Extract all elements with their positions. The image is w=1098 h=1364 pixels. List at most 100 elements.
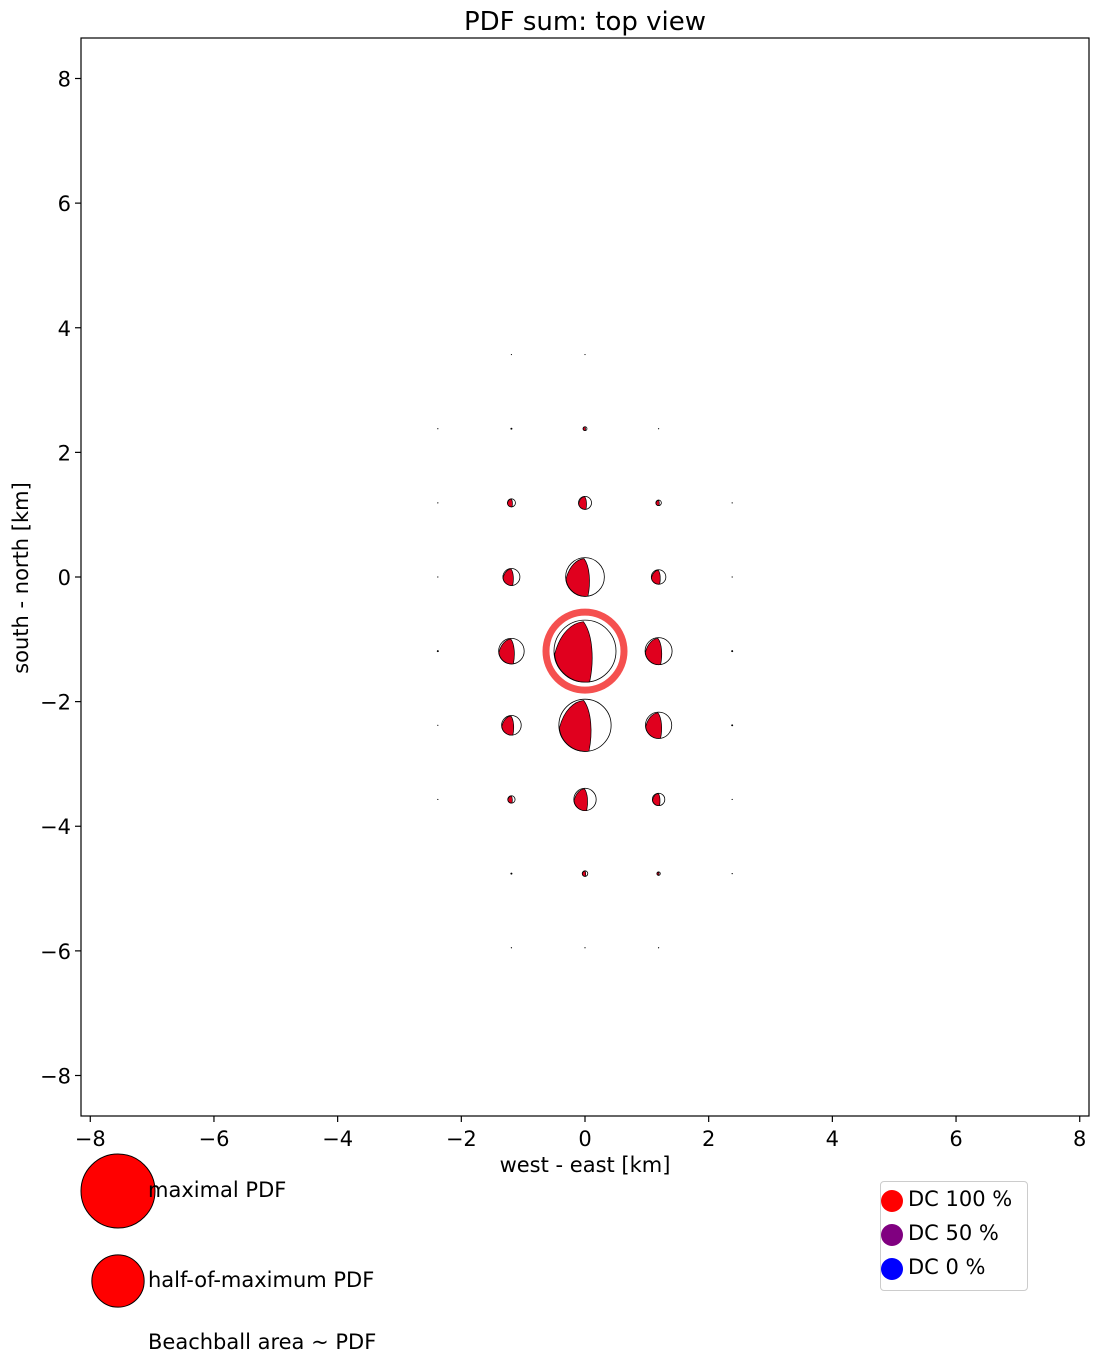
beachball-dot	[437, 502, 439, 504]
x-tick-label: 4	[826, 1127, 839, 1151]
beachball-compressional-quadrant	[573, 788, 588, 811]
y-tick-label: −6	[40, 940, 71, 964]
dc-legend-label: DC 50 %	[908, 1221, 999, 1245]
y-tick-label: 2	[58, 441, 71, 465]
beachball-compressional-quadrant	[498, 638, 515, 665]
beachball-compressional-quadrant	[554, 621, 593, 683]
beachball-compressional-quadrant	[645, 712, 662, 739]
beachball-compressional-quadrant	[559, 700, 592, 752]
x-axis-label: west - east [km]	[500, 1153, 671, 1177]
beachball-marker	[656, 871, 661, 876]
beachball-marker	[565, 557, 605, 597]
beachball-dot	[731, 724, 734, 727]
beachball-marker	[584, 947, 586, 949]
beachball-marker	[510, 427, 513, 430]
beachball-marker	[437, 798, 439, 801]
chart-title: PDF sum: top view	[464, 7, 706, 37]
x-tick-label: 6	[949, 1127, 962, 1151]
size-legend-note: Beachball area ~ PDF	[148, 1330, 377, 1354]
beachball-compressional-quadrant	[502, 568, 514, 586]
beachball-dot	[731, 873, 733, 875]
beachball-marker	[731, 502, 733, 504]
beachball-compressional-quadrant	[581, 870, 586, 877]
size-legend-label-half: half-of-maximum PDF	[148, 1268, 375, 1292]
beachball-dot	[510, 872, 513, 875]
size-legend	[80, 1153, 156, 1308]
beachball-compressional-quadrant	[507, 795, 513, 804]
dc-legend-item: DC 50 %	[881, 1218, 1027, 1252]
size-legend-ball	[91, 1254, 145, 1308]
beachball-marker	[731, 576, 733, 578]
beachball-compressional-quadrant	[651, 569, 661, 585]
beachball-dot	[510, 427, 513, 430]
x-tick-label: −6	[198, 1127, 229, 1151]
beachball-marker	[581, 870, 589, 877]
beachball-compressional-quadrant	[652, 793, 661, 806]
beachball-marker	[578, 495, 592, 510]
x-tick-label: 0	[578, 1127, 591, 1151]
beachball-marker	[510, 947, 513, 949]
beachball-marker	[651, 792, 666, 807]
beachball-marker	[655, 499, 662, 507]
y-tick-label: −2	[40, 691, 71, 715]
beachball-dot	[584, 353, 586, 356]
beachball-marker	[731, 873, 733, 875]
y-tick-label: −4	[40, 815, 71, 839]
size-legend-ball	[80, 1153, 156, 1229]
dc-legend: DC 100 % DC 50 % DC 0 %	[880, 1181, 1028, 1291]
beachball-dot	[437, 798, 439, 801]
beachball-dot	[510, 947, 513, 949]
beachball-marker	[657, 947, 660, 949]
dc-swatch-100	[881, 1190, 903, 1212]
size-legend-label-max: maximal PDF	[148, 1178, 287, 1202]
beachball-dot	[437, 428, 439, 430]
best-solution-ring	[542, 608, 628, 694]
beachball-marker	[507, 795, 516, 804]
beachball-marker	[582, 426, 588, 432]
beachball-compressional-quadrant	[507, 498, 513, 508]
beachball-marker	[437, 576, 439, 578]
x-tick-label: −2	[446, 1127, 477, 1151]
beachball-marker	[553, 619, 617, 683]
beachball-marker	[501, 715, 522, 736]
x-tick-label: 8	[1073, 1127, 1086, 1151]
x-tick-label: −8	[75, 1127, 106, 1151]
y-tick-label: 4	[58, 317, 71, 341]
beachball-marker	[437, 502, 439, 504]
beachball-dot	[437, 724, 439, 726]
beachball-compressional-quadrant	[656, 871, 660, 876]
beachball-marker	[731, 798, 733, 801]
beachball-compressional-quadrant	[501, 715, 515, 736]
beachball-marker	[573, 787, 597, 812]
dc-legend-item: DC 0 %	[881, 1252, 1027, 1286]
beachball-marker	[510, 872, 513, 875]
beachball-dot	[510, 353, 513, 356]
beachball-dot	[657, 947, 660, 949]
beachball-dot	[436, 650, 439, 653]
beachball-layer	[436, 353, 734, 949]
y-tick-label: 8	[58, 68, 71, 92]
beachball-dot	[731, 576, 733, 578]
dc-legend-item: DC 100 %	[881, 1184, 1027, 1218]
y-axis-label: south - north [km]	[9, 482, 33, 674]
beachball-marker	[645, 711, 673, 739]
y-axis: −8 −6 −4 −2 0 2 4 6 8	[40, 68, 81, 1088]
beachball-marker	[436, 650, 439, 653]
beachball-dot	[437, 576, 439, 578]
beachball-compressional-quadrant	[582, 426, 586, 431]
beachball-marker	[510, 353, 513, 356]
beachball-marker	[558, 698, 612, 752]
beachball-dot	[731, 798, 733, 801]
dc-legend-label: DC 0 %	[908, 1255, 986, 1279]
x-tick-label: 2	[702, 1127, 715, 1151]
beachball-marker	[437, 428, 439, 430]
beachball-marker	[650, 569, 667, 585]
beachball-marker	[437, 724, 439, 726]
beachball-marker	[644, 637, 673, 666]
x-axis: −8 −6 −4 −2 0 2 4 6 8	[75, 1116, 1086, 1151]
beachball-marker	[498, 637, 525, 665]
beachball-dot	[731, 502, 733, 504]
beachball-dot	[657, 428, 660, 430]
beachball-compressional-quadrant	[644, 637, 663, 665]
